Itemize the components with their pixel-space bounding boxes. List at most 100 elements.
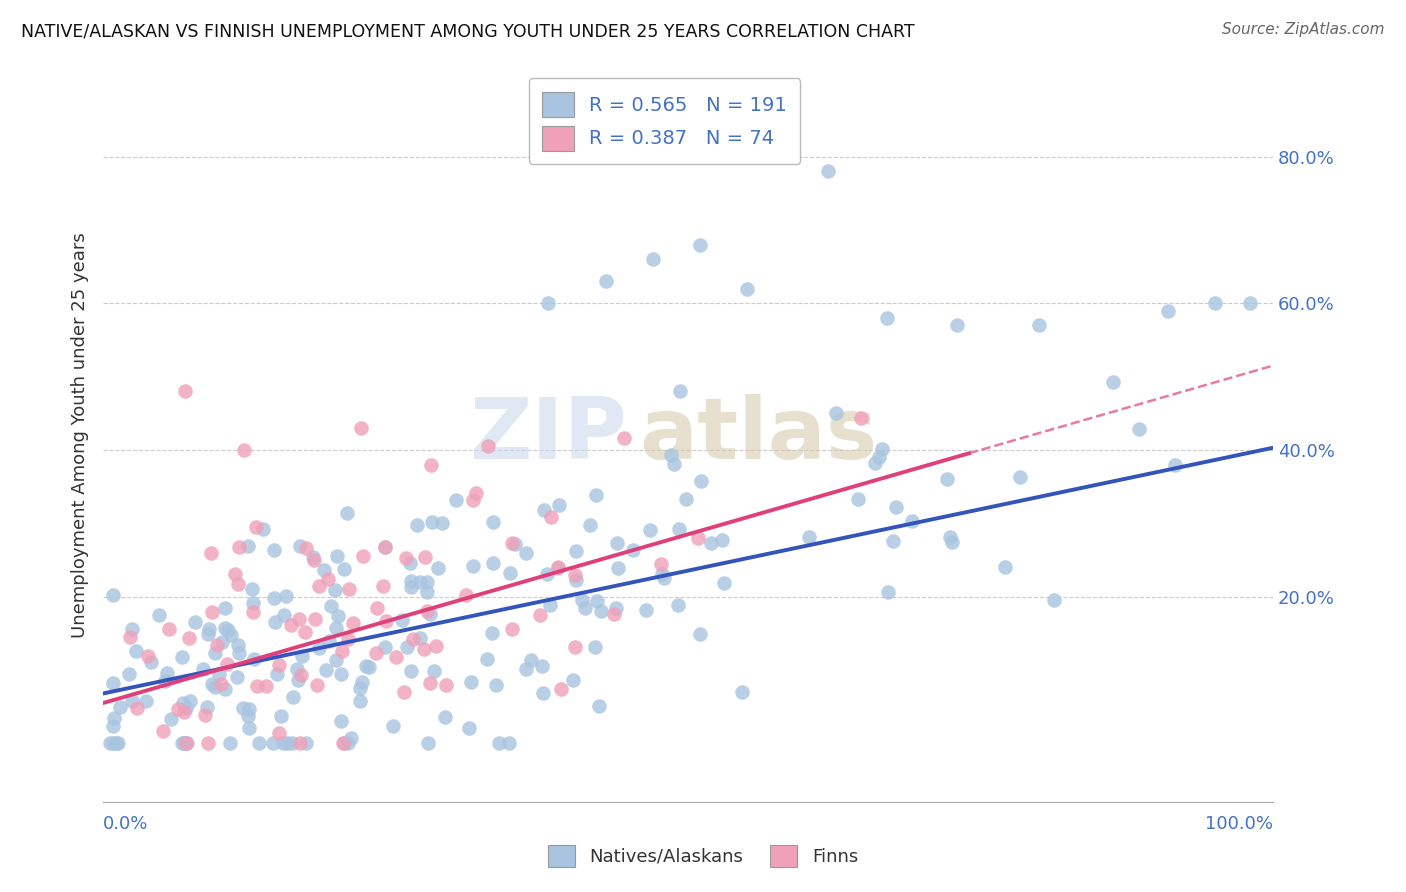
Point [1164, 458, 1187, 472]
Point [482, 556, 505, 570]
Point [1102, 375, 1125, 389]
Point [413, 642, 436, 657]
Point [307, 678, 329, 692]
Point [214, 601, 236, 615]
Point [269, 657, 291, 672]
Point [201, 677, 224, 691]
Point [515, 546, 537, 560]
Text: Source: ZipAtlas.com: Source: ZipAtlas.com [1222, 22, 1385, 37]
Point [461, 559, 484, 574]
Point [640, 523, 662, 537]
Text: ZIP: ZIP [468, 393, 627, 477]
Point [295, 736, 318, 750]
Y-axis label: Unemployment Among Youth under 25 years: Unemployment Among Youth under 25 years [72, 233, 89, 638]
Point [579, 517, 602, 532]
Point [287, 673, 309, 688]
Point [415, 574, 437, 589]
Point [342, 616, 364, 631]
Point [690, 474, 713, 488]
Point [354, 659, 377, 673]
Point [882, 534, 904, 549]
Point [318, 634, 340, 648]
Point [586, 594, 609, 608]
Point [374, 614, 396, 628]
Point [634, 602, 657, 616]
Point [935, 472, 957, 486]
Point [538, 599, 561, 613]
Point [886, 500, 908, 514]
Point [481, 515, 503, 529]
Point [416, 585, 439, 599]
Point [232, 700, 254, 714]
Point [606, 536, 628, 550]
Point [291, 648, 314, 663]
Point [870, 442, 893, 456]
Point [547, 561, 569, 575]
Point [101, 719, 124, 733]
Point [461, 492, 484, 507]
Point [214, 621, 236, 635]
Point [281, 690, 304, 705]
Point [290, 668, 312, 682]
Point [200, 545, 222, 559]
Point [191, 661, 214, 675]
Point [215, 657, 238, 671]
Point [1204, 296, 1226, 310]
Point [174, 736, 197, 750]
Point [321, 599, 343, 613]
Point [876, 310, 898, 325]
Point [326, 609, 349, 624]
Point [209, 677, 232, 691]
Point [349, 421, 371, 435]
Point [174, 384, 197, 399]
Point [564, 640, 586, 654]
Point [174, 736, 197, 750]
Point [686, 531, 709, 545]
Point [515, 662, 537, 676]
Point [877, 585, 900, 599]
Point [399, 580, 422, 594]
Point [194, 708, 217, 723]
Point [664, 457, 686, 471]
Point [336, 632, 359, 646]
Point [652, 571, 675, 585]
Point [529, 608, 551, 623]
Point [863, 456, 886, 470]
Point [413, 549, 436, 564]
Point [121, 694, 143, 708]
Point [423, 665, 446, 679]
Point [238, 702, 260, 716]
Point [547, 498, 569, 512]
Point [415, 604, 437, 618]
Point [232, 442, 254, 457]
Point [103, 711, 125, 725]
Point [659, 449, 682, 463]
Point [219, 736, 242, 750]
Point [366, 600, 388, 615]
Point [156, 666, 179, 681]
Point [179, 694, 201, 708]
Point [713, 576, 735, 591]
Point [498, 736, 520, 750]
Point [197, 622, 219, 636]
Point [574, 601, 596, 615]
Point [1028, 318, 1050, 333]
Point [395, 640, 418, 654]
Point [263, 736, 285, 750]
Point [533, 502, 555, 516]
Point [501, 622, 523, 636]
Point [302, 552, 325, 566]
Point [352, 549, 374, 563]
Point [173, 736, 195, 750]
Point [174, 736, 197, 750]
Point [668, 522, 690, 536]
Point [205, 638, 228, 652]
Point [583, 640, 606, 654]
Point [401, 574, 423, 588]
Point [457, 722, 479, 736]
Point [374, 640, 396, 655]
Point [290, 736, 312, 750]
Point [408, 574, 430, 589]
Point [172, 736, 194, 750]
Point [408, 632, 430, 646]
